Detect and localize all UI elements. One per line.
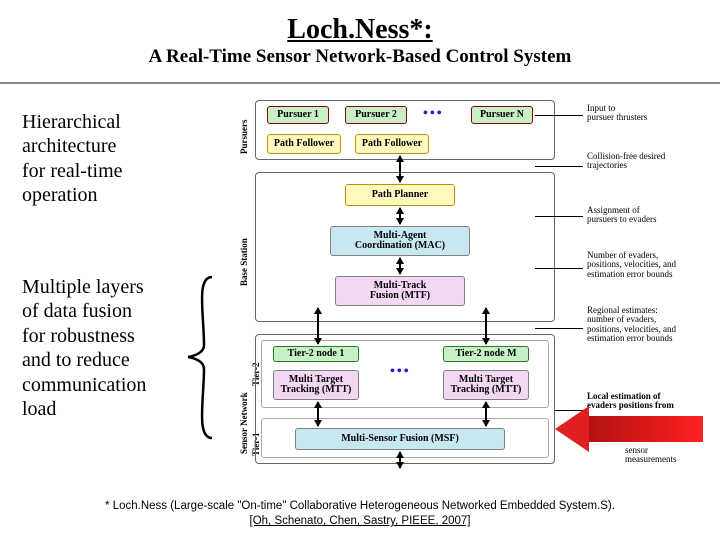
citation-link[interactable]: [Oh, Schenato, Chen, Sastry, PIEEE, 2007…	[250, 515, 471, 527]
title-main: Loch.Ness*:	[0, 14, 720, 46]
arrow-mac-mtf	[399, 258, 401, 274]
architecture-diagram: Pursuers Base Station Tier-2 Tier-1 Sens…	[225, 96, 715, 472]
arrow-mtt-msf-l	[317, 402, 319, 426]
annot-trajectories: Collision-free desired trajectories	[587, 152, 707, 171]
node-tier2-1: Tier-2 node 1	[273, 346, 359, 362]
vlabel-pursuers: Pursuers	[239, 120, 249, 155]
vlabel-sensor: Sensor Network	[239, 392, 249, 454]
footnote-text: * Loch.Ness (Large-scale "On-time" Colla…	[105, 500, 615, 512]
arrow-planner-mac	[399, 208, 401, 224]
node-mtt-1: Multi Target Tracking (MTT)	[273, 370, 359, 400]
node-pursuer-n: Pursuer N	[471, 106, 533, 124]
lt1-l4: operation	[22, 184, 98, 206]
lt2-l5: communication	[22, 374, 146, 396]
lt2-l3: for robustness	[22, 325, 135, 347]
lt1-l1: Hierarchical	[22, 111, 121, 133]
lt1-l2: architecture	[22, 135, 116, 157]
lt2-l4: and to reduce	[22, 349, 130, 371]
title-underline	[0, 82, 720, 84]
arrow-msf-sensors	[399, 452, 401, 468]
node-path-follower-1: Path Follower	[267, 134, 341, 154]
title-block: Loch.Ness*: A Real-Time Sensor Network-B…	[0, 0, 720, 68]
annot-regional-est: Regional estimates: number of evaders, p…	[587, 306, 713, 344]
footnote: * Loch.Ness (Large-scale "On-time" Colla…	[0, 499, 720, 530]
node-pursuer-2: Pursuer 2	[345, 106, 407, 124]
node-mac: Multi-Agent Coordination (MAC)	[330, 226, 470, 256]
arrow-mtf-tier2-l	[317, 308, 319, 344]
arrow-pf-planner	[399, 156, 401, 182]
lt1-l3: for real-time	[22, 160, 123, 182]
node-path-planner: Path Planner	[345, 184, 455, 206]
callout-line-4	[535, 268, 583, 269]
annot-thrusters: Input to pursuer thrusters	[587, 104, 707, 123]
lt2-l1: Multiple layers	[22, 276, 144, 298]
ellipsis-tier2: •••	[390, 364, 411, 380]
annot-local-est: Local estimation of evaders positions fr…	[587, 392, 713, 411]
title-sub: A Real-Time Sensor Network-Based Control…	[0, 46, 720, 68]
callout-line-1	[535, 115, 583, 116]
node-mtt-m: Multi Target Tracking (MTT)	[443, 370, 529, 400]
node-pursuer-1: Pursuer 1	[267, 106, 329, 124]
callout-line-2	[535, 166, 583, 167]
highlight-arrow-tail	[585, 416, 703, 442]
arrow-mtt-msf-r	[485, 402, 487, 426]
arrow-mtf-tier2-r	[485, 308, 487, 344]
left-paragraph-1: Hierarchical architecture for real-time …	[22, 110, 212, 208]
callout-line-5	[535, 328, 583, 329]
node-tier2-m: Tier-2 node M	[443, 346, 529, 362]
callout-line-3	[535, 216, 583, 217]
annot-assignment: Assignment of pursuers to evaders	[587, 206, 707, 225]
ellipsis-pursuers: •••	[423, 106, 444, 122]
annot-global-est: Number of evaders, positions, velocities…	[587, 251, 713, 279]
vlabel-base: Base Station	[239, 238, 249, 286]
highlight-arrow-head-icon	[555, 406, 589, 452]
node-msf: Multi-Sensor Fusion (MSF)	[295, 428, 505, 450]
node-mtf: Multi-Track Fusion (MTF)	[335, 276, 465, 306]
lt2-l6: load	[22, 398, 56, 420]
annot-sensor-meas: sensor measurements	[625, 446, 715, 465]
lt2-l2: of data fusion	[22, 300, 132, 322]
node-path-follower-2: Path Follower	[355, 134, 429, 154]
curly-brace-icon	[184, 275, 218, 440]
